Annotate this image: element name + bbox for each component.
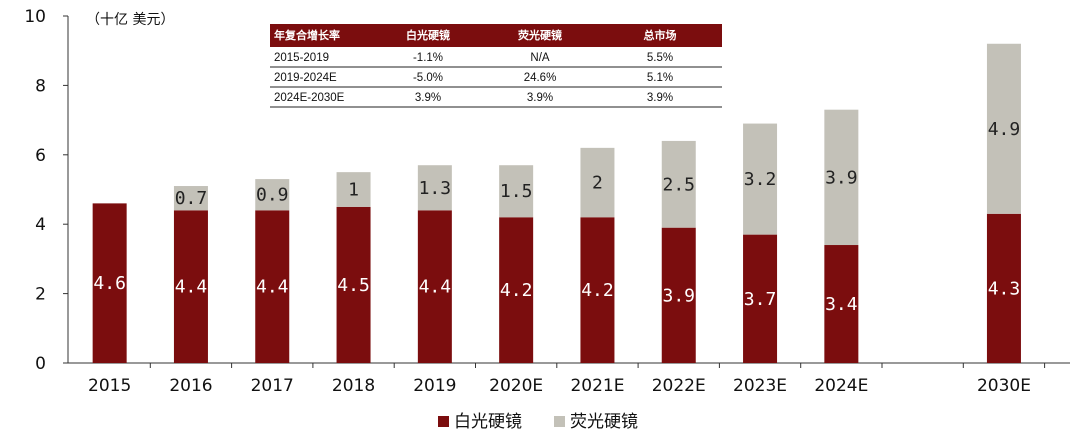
- table-header-bg: [270, 24, 722, 47]
- table-cell: 5.1%: [647, 72, 673, 84]
- bar-fluorescent: [986, 43, 1021, 214]
- bar-fluorescent: [743, 123, 778, 235]
- bar-fluorescent: [499, 165, 534, 218]
- table-cell: 2024E-2030E: [274, 92, 345, 104]
- table-cell: 3.9%: [647, 92, 673, 104]
- x-tick-label: 2023E: [733, 376, 787, 396]
- bar-label-fluorescent: 2: [592, 173, 603, 194]
- bar-label-white-light: 4.6: [93, 273, 126, 294]
- bar-fluorescent: [580, 147, 615, 218]
- x-tick-label: 2016: [169, 376, 212, 396]
- bar-white-light: [92, 203, 127, 363]
- bar-white-light: [173, 210, 208, 363]
- bar-label-fluorescent: 0.9: [256, 185, 289, 206]
- legend-swatch-white-light: [438, 416, 449, 427]
- table-cell: -1.1%: [413, 52, 443, 64]
- unit-label: （十亿 美元）: [86, 12, 174, 28]
- bar-label-white-light: 3.4: [825, 294, 858, 315]
- bar-white-light: [986, 213, 1021, 363]
- x-tick-label: 2024E: [814, 376, 868, 396]
- x-tick-label: 2021E: [570, 376, 624, 396]
- table-header-cell: 白光硬镜: [406, 28, 450, 42]
- table-header-cell: 年复合增长率: [274, 28, 340, 42]
- bar-fluorescent: [255, 179, 290, 211]
- table-cell: -5.0%: [413, 72, 443, 84]
- bar-fluorescent: [824, 109, 859, 246]
- table-cell: 5.5%: [647, 52, 673, 64]
- x-tick-label: 2018: [332, 376, 375, 396]
- x-tick-label: 2019: [413, 376, 456, 396]
- legend-label-fluorescent: 荧光硬镜: [570, 412, 638, 432]
- x-tick-label: 2020E: [489, 376, 543, 396]
- y-tick-label: 4: [35, 215, 46, 235]
- bar-label-white-light: 4.2: [581, 280, 614, 301]
- table-header-cell: 总市场: [644, 28, 677, 42]
- bar-label-white-light: 4.4: [419, 277, 452, 298]
- bar-white-light: [336, 206, 371, 363]
- y-tick-label: 10: [24, 7, 46, 27]
- bar-label-fluorescent: 1.3: [419, 178, 452, 199]
- bar-label-white-light: 4.5: [337, 275, 370, 296]
- bar-label-fluorescent: 3.2: [744, 169, 777, 190]
- legend-swatch-fluorescent: [554, 416, 565, 427]
- table-cell: N/A: [530, 52, 550, 64]
- x-tick-label: 2015: [88, 376, 131, 396]
- bar-white-light: [580, 217, 615, 363]
- table-cell: 2019-2024E: [274, 72, 337, 84]
- bar-label-white-light: 4.3: [988, 278, 1021, 299]
- bar-label-fluorescent: 2.5: [662, 174, 695, 195]
- y-tick-label: 2: [35, 285, 46, 305]
- table-cell: 2015-2019: [274, 52, 329, 64]
- bar-label-fluorescent: 3.9: [825, 167, 858, 188]
- x-tick-label: 2030E: [977, 376, 1031, 396]
- bar-fluorescent: [661, 140, 696, 228]
- bar-white-light: [743, 234, 778, 363]
- y-tick-label: 0: [35, 354, 46, 374]
- bar-white-light: [417, 210, 452, 363]
- bar-label-white-light: 4.4: [256, 277, 289, 298]
- bar-fluorescent: [336, 172, 371, 207]
- legend-label-white-light: 白光硬镜: [454, 412, 522, 432]
- x-tick-label: 2017: [251, 376, 294, 396]
- bar-label-white-light: 4.4: [175, 277, 208, 298]
- bar-white-light: [661, 227, 696, 363]
- bar-label-fluorescent: 4.9: [988, 119, 1021, 140]
- bar-white-light: [255, 210, 290, 363]
- bar-label-white-light: 3.9: [662, 285, 695, 306]
- bar-white-light: [499, 217, 534, 363]
- table-header-cell: 荧光硬镜: [518, 28, 562, 42]
- bar-label-fluorescent: 0.7: [175, 188, 208, 209]
- bar-fluorescent: [417, 165, 452, 211]
- y-tick-label: 6: [35, 146, 46, 166]
- table-cell: 3.9%: [415, 92, 441, 104]
- x-tick-label: 2022E: [652, 376, 706, 396]
- y-tick-label: 8: [35, 76, 46, 96]
- bar-white-light: [824, 245, 859, 363]
- bar-label-white-light: 4.2: [500, 280, 533, 301]
- bar-fluorescent: [173, 186, 208, 211]
- table-cell: 3.9%: [527, 92, 553, 104]
- bar-label-white-light: 3.7: [744, 289, 777, 310]
- bar-label-fluorescent: 1: [348, 180, 359, 201]
- table-cell: 24.6%: [524, 72, 557, 84]
- bar-label-fluorescent: 1.5: [500, 181, 533, 202]
